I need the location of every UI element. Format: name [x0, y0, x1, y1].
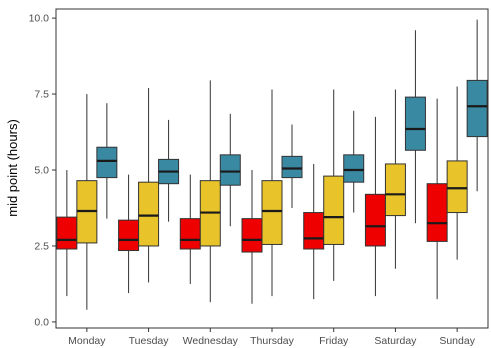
y-tick-label: 5.0 — [34, 165, 49, 177]
box-monday-3 — [96, 103, 118, 219]
boxes-layer — [56, 19, 488, 310]
box-iqr — [446, 160, 468, 214]
x-tick-label: Saturday — [374, 335, 417, 347]
box-iqr — [281, 155, 303, 179]
box-iqr — [179, 218, 201, 250]
box-iqr — [261, 180, 283, 245]
box-iqr — [303, 212, 325, 250]
box-iqr — [118, 219, 140, 252]
y-tick-label: 7.5 — [34, 89, 49, 101]
box-iqr — [241, 218, 263, 253]
box-sunday-2 — [446, 86, 468, 260]
x-tick-label: Thursday — [250, 335, 295, 347]
box-monday-1 — [56, 170, 78, 297]
x-tick-label: Tuesday — [129, 335, 170, 347]
y-tick-label: 2.5 — [34, 240, 49, 252]
x-tick-label: Friday — [319, 335, 349, 347]
y-axis: 0.0 2.5 5.0 7.5 10.0 — [29, 13, 56, 328]
box-friday-3 — [343, 110, 365, 213]
box-iqr — [56, 216, 78, 250]
box-thursday-2 — [261, 89, 283, 297]
box-iqr — [364, 193, 386, 247]
box-iqr — [384, 163, 406, 217]
y-tick-label: 0.0 — [34, 316, 49, 328]
box-wednesday-3 — [219, 113, 241, 227]
box-iqr — [404, 96, 426, 151]
box-iqr — [138, 181, 160, 247]
box-iqr — [219, 154, 241, 186]
box-iqr — [426, 183, 448, 242]
y-axis-title: mid point (hours) — [5, 119, 20, 217]
box-thursday-3 — [281, 124, 303, 208]
box-wednesday-2 — [199, 80, 221, 303]
box-tuesday-1 — [118, 174, 140, 294]
box-friday-1 — [303, 163, 325, 300]
box-saturday-1 — [364, 116, 386, 297]
y-tick-label: 10.0 — [29, 13, 50, 25]
box-saturday-2 — [384, 89, 406, 269]
box-saturday-3 — [404, 30, 426, 224]
x-tick-label: Sunday — [439, 335, 475, 347]
box-iqr — [466, 79, 488, 138]
x-tick-label: Wednesday — [183, 335, 239, 347]
x-axis: Monday Tuesday Wednesday Thursday Friday Satu… — [68, 328, 476, 347]
box-tuesday-2 — [138, 87, 160, 283]
box-iqr — [96, 146, 118, 179]
box-sunday-3 — [466, 19, 488, 192]
box-friday-2 — [323, 89, 345, 281]
x-tick-label: Monday — [68, 335, 106, 347]
box-monday-2 — [76, 94, 98, 310]
box-iqr — [323, 175, 345, 245]
box-tuesday-3 — [158, 119, 180, 222]
box-iqr — [343, 154, 365, 183]
